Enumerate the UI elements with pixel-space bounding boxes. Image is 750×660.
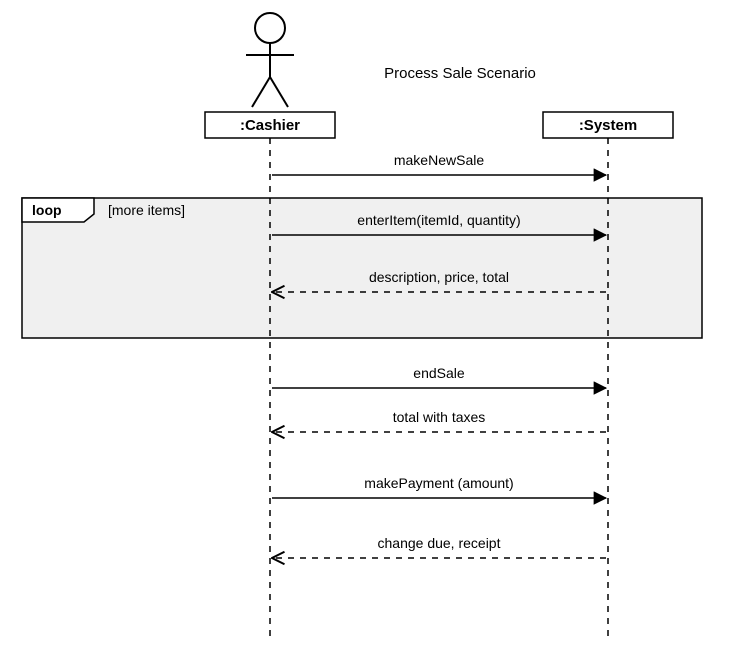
message-label-1: enterItem(itemId, quantity) xyxy=(357,212,520,228)
message-label-3: endSale xyxy=(413,365,465,381)
actor-icon xyxy=(246,13,294,107)
diagram-title: Process Sale Scenario xyxy=(384,65,536,82)
message-label-2: description, price, total xyxy=(369,269,509,285)
sequence-diagram: loop [more items] :Cashier :System Process S… xyxy=(0,0,750,660)
message-label-0: makeNewSale xyxy=(394,152,484,168)
participant-label-system: :System xyxy=(579,117,637,134)
loop-guard: [more items] xyxy=(108,202,185,218)
participant-label-cashier: :Cashier xyxy=(240,117,300,134)
message-label-5: makePayment (amount) xyxy=(364,475,513,491)
message-label-6: change due, receipt xyxy=(378,535,501,551)
message-label-4: total with taxes xyxy=(393,409,486,425)
loop-label: loop xyxy=(32,202,62,218)
